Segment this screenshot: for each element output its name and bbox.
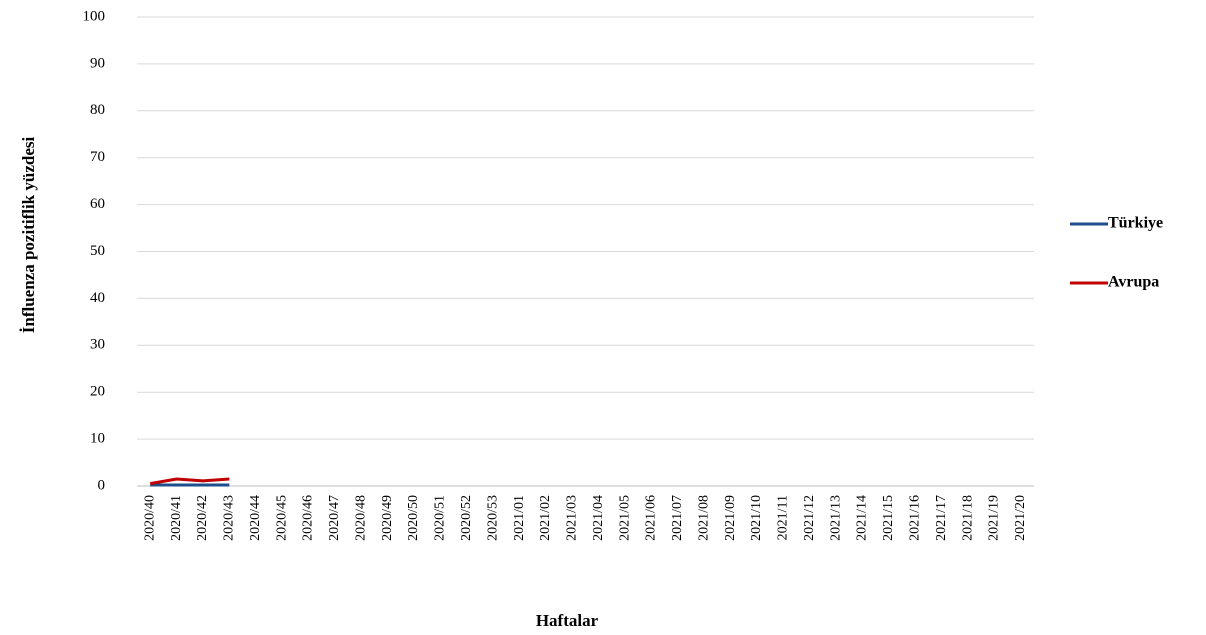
x-tick-label: 2021/11 (776, 495, 791, 540)
x-tick-label: 2021/03 (565, 495, 580, 541)
x-tick-label: 2021/15 (881, 495, 896, 541)
x-tick-label: 2020/41 (169, 495, 184, 541)
x-tick-label: 2020/46 (301, 495, 316, 541)
x-tick-label: 2021/20 (1013, 495, 1028, 541)
x-tick-label: 2021/16 (907, 495, 922, 541)
x-tick-label: 2020/43 (222, 495, 237, 541)
x-tick-label: 2020/44 (248, 495, 263, 541)
x-tick-label: 2021/06 (644, 495, 659, 541)
y-tick-label: 80 (90, 102, 105, 118)
x-tick-label: 2020/45 (274, 495, 289, 541)
y-tick-label: 0 (98, 477, 106, 493)
y-tick-label: 100 (83, 8, 106, 24)
x-tick-label: 2020/42 (195, 495, 210, 541)
x-tick-label: 2021/18 (960, 495, 975, 541)
x-tick-label: 2021/05 (617, 495, 632, 541)
y-tick-label: 10 (90, 431, 105, 447)
x-tick-label: 2021/09 (723, 495, 738, 541)
x-tick-label: 2021/08 (696, 495, 711, 541)
y-tick-label: 40 (90, 290, 105, 306)
x-tick-label: 2021/10 (749, 495, 764, 541)
x-tick-label: 2020/53 (485, 495, 500, 541)
x-tick-label: 2020/49 (380, 495, 395, 541)
y-tick-label: 50 (90, 243, 105, 259)
x-tick-label: 2020/48 (353, 495, 368, 541)
x-tick-label: 2021/01 (512, 495, 527, 541)
x-tick-label: 2020/52 (459, 495, 474, 541)
x-tick-label: 2021/02 (538, 495, 553, 541)
y-tick-label: 20 (90, 384, 105, 400)
legend-label: Türkiye (1108, 215, 1163, 232)
y-tick-label: 70 (90, 149, 105, 165)
x-tick-label: 2020/51 (433, 495, 448, 541)
y-axis-title: İnfluenza pozitiflik yüzdesi (19, 136, 38, 333)
series-line (149, 477, 230, 486)
x-tick-label: 2020/40 (142, 495, 157, 541)
x-tick-label: 2021/19 (987, 495, 1002, 541)
x-tick-label: 2021/17 (934, 495, 949, 541)
x-tick-label: 2020/47 (327, 495, 342, 541)
y-tick-label: 60 (90, 196, 105, 212)
x-axis-title: Haftalar (536, 611, 599, 630)
x-tick-label: 2021/14 (855, 495, 870, 541)
y-tick-label: 90 (90, 55, 105, 71)
x-tick-label: 2021/12 (802, 495, 817, 541)
x-tick-label: 2021/13 (828, 495, 843, 541)
y-tick-label: 30 (90, 337, 105, 353)
x-tick-label: 2021/04 (591, 495, 606, 541)
x-tick-label: 2020/50 (406, 495, 421, 541)
x-tick-label: 2021/07 (670, 495, 685, 541)
legend-label: Avrupa (1108, 274, 1159, 291)
